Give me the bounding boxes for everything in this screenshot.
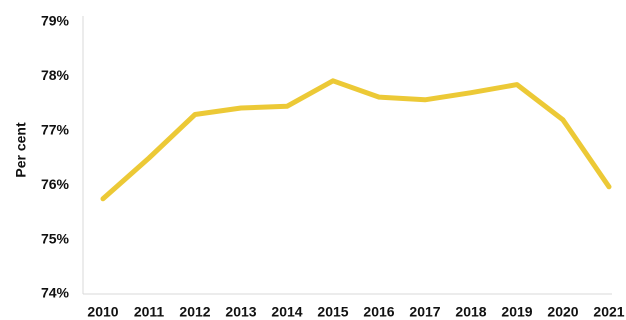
y-tick-label: 78% <box>41 67 70 83</box>
x-tick-label: 2014 <box>271 304 302 320</box>
x-tick-label: 2019 <box>501 304 532 320</box>
x-tick-label: 2016 <box>363 304 394 320</box>
y-tick-label: 76% <box>41 176 70 192</box>
y-tick-label: 74% <box>41 285 70 301</box>
y-tick-label: 79% <box>41 13 70 29</box>
y-tick-label: 77% <box>41 122 70 138</box>
y-axis-title: Per cent <box>13 122 29 178</box>
x-tick-label: 2011 <box>134 304 165 320</box>
axes-layer <box>82 16 612 295</box>
x-tick-label: 2010 <box>87 304 118 320</box>
x-tick-label: 2021 <box>593 304 624 320</box>
y-tick-label: 75% <box>41 230 70 246</box>
labels-layer: Per cent 74% 75% 76% 77% 78% 79% 2010 2011 2012 2… <box>13 13 625 320</box>
series-layer <box>100 78 612 202</box>
x-tick-label: 2015 <box>317 304 348 320</box>
x-tick-label: 2020 <box>547 304 578 320</box>
series-line <box>100 78 612 202</box>
x-tick-label: 2017 <box>409 304 440 320</box>
x-tick-label: 2013 <box>225 304 256 320</box>
x-tick-label: 2018 <box>455 304 486 320</box>
x-tick-label: 2012 <box>179 304 210 320</box>
